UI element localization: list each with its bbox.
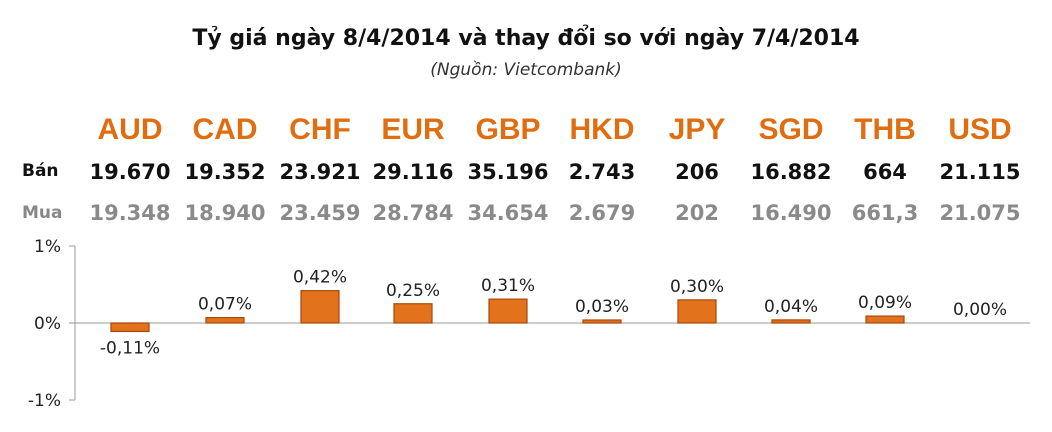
sell-rate-hkd: 2.743 bbox=[568, 160, 636, 184]
y-tick-label: -1% bbox=[28, 391, 61, 411]
buy-rate-aud: 19.348 bbox=[89, 201, 171, 225]
sell-rate-jpy: 206 bbox=[675, 160, 719, 184]
data-label-thb: 0,09% bbox=[858, 293, 912, 313]
chart-subtitle: (Nguồn: Vietcombank) bbox=[430, 60, 622, 80]
bar-chf bbox=[300, 290, 340, 324]
buy-rate-gbp: 34.654 bbox=[467, 201, 549, 225]
y-tick-label: 0% bbox=[34, 314, 61, 334]
sell-rate-chf: 23.921 bbox=[279, 160, 361, 184]
bar-hkd bbox=[582, 319, 622, 324]
currency-code-hkd: HKD bbox=[569, 113, 635, 146]
sell-row-label: Bán bbox=[22, 161, 59, 181]
buy-rate-sgd: 16.490 bbox=[750, 201, 832, 225]
sell-rate-usd: 21.115 bbox=[939, 160, 1021, 184]
currency-code-gbp: GBP bbox=[475, 113, 541, 146]
buy-rate-hkd: 2.679 bbox=[568, 201, 636, 225]
data-label-eur: 0,25% bbox=[386, 281, 440, 301]
buy-row-label: Mua bbox=[22, 203, 63, 223]
sell-rate-eur: 29.116 bbox=[372, 160, 454, 184]
data-label-jpy: 0,30% bbox=[670, 277, 724, 297]
data-label-hkd: 0,03% bbox=[575, 297, 629, 317]
currency-code-sgd: SGD bbox=[758, 113, 824, 146]
buy-rate-thb: 661,3 bbox=[851, 201, 919, 225]
buy-rate-jpy: 202 bbox=[675, 201, 719, 225]
sell-rate-cad: 19.352 bbox=[184, 160, 266, 184]
bar-eur bbox=[393, 303, 433, 324]
bar-aud bbox=[110, 322, 150, 333]
buy-rate-eur: 28.784 bbox=[372, 201, 454, 225]
buy-rate-cad: 18.940 bbox=[184, 201, 266, 225]
data-label-chf: 0,42% bbox=[293, 268, 347, 288]
currency-code-eur: EUR bbox=[381, 113, 445, 146]
bar-sgd bbox=[771, 319, 811, 324]
currency-code-chf: CHF bbox=[289, 113, 351, 146]
sell-rate-thb: 664 bbox=[863, 160, 907, 184]
sell-rate-gbp: 35.196 bbox=[467, 160, 549, 184]
buy-rate-usd: 21.075 bbox=[939, 201, 1021, 225]
bar-gbp bbox=[488, 298, 528, 324]
currency-code-jpy: JPY bbox=[668, 113, 726, 146]
data-label-usd: 0,00% bbox=[953, 300, 1007, 320]
currency-code-aud: AUD bbox=[97, 113, 163, 146]
bar-cad bbox=[205, 317, 245, 324]
currency-code-usd: USD bbox=[948, 113, 1012, 146]
data-label-gbp: 0,31% bbox=[481, 276, 535, 296]
buy-rate-chf: 23.459 bbox=[279, 201, 361, 225]
chart-title: Tỷ giá ngày 8/4/2014 và thay đổi so với … bbox=[192, 26, 860, 51]
data-label-sgd: 0,04% bbox=[764, 297, 818, 317]
bar-jpy bbox=[677, 299, 717, 324]
currency-code-cad: CAD bbox=[192, 113, 258, 146]
y-tick-label: 1% bbox=[34, 237, 61, 257]
data-label-aud: -0,11% bbox=[100, 338, 160, 358]
currency-code-thb: THB bbox=[854, 113, 916, 146]
data-label-cad: 0,07% bbox=[198, 295, 252, 315]
sell-rate-sgd: 16.882 bbox=[750, 160, 832, 184]
bar-thb bbox=[865, 315, 905, 324]
sell-rate-aud: 19.670 bbox=[89, 160, 171, 184]
